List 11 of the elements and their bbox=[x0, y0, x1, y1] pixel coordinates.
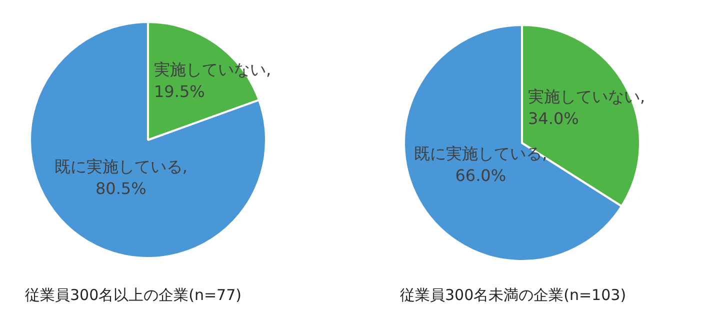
text: 従業員300名以上の企業(n=77) bbox=[25, 286, 242, 305]
text: , bbox=[640, 87, 646, 106]
data-label: 80.5% bbox=[95, 178, 146, 198]
text: 従業員300名未満の企業(n=103) bbox=[400, 286, 626, 305]
text: , bbox=[266, 60, 272, 80]
data-label: 19.5% bbox=[154, 82, 205, 102]
text: , bbox=[182, 156, 188, 176]
data-label: 34.0% bbox=[528, 109, 579, 128]
slice-label: 既に実施している bbox=[54, 156, 182, 176]
text: , bbox=[542, 144, 548, 163]
data-label: 66.0% bbox=[455, 166, 506, 185]
